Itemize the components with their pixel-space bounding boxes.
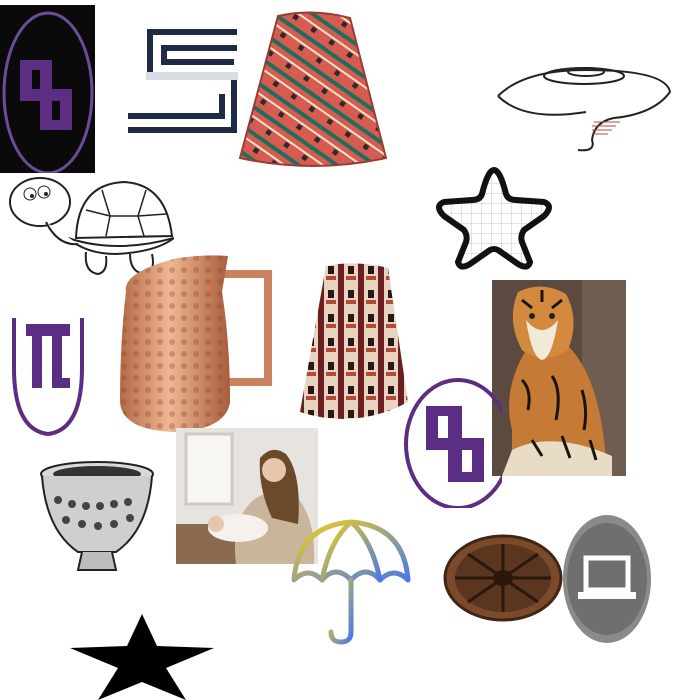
cartoon-turtle-sketch-icon <box>6 168 174 286</box>
rounded-grid-star-icon <box>432 164 556 272</box>
patterned-fabric-cap-photo <box>238 8 388 170</box>
black-star-icon <box>68 612 216 700</box>
tiger-photo <box>492 280 626 476</box>
ornate-metal-bowl-sketch-icon <box>38 460 156 578</box>
hammered-copper-pitcher-photo <box>118 252 274 434</box>
stylized-s-logo-icon <box>122 26 244 138</box>
mother-and-baby-photo <box>176 428 318 564</box>
swastika-oval-emblem-icon <box>0 5 95 173</box>
swastika-circle-emblem-icon <box>402 376 502 508</box>
umbrella-icon <box>290 510 412 646</box>
purple-emblem-icon <box>12 318 84 436</box>
patterned-fabric-cap-photo-2 <box>296 262 412 426</box>
wooden-wheel-photo <box>442 532 564 624</box>
whirlwind-tornado-sketch-icon <box>494 62 674 154</box>
laptop-icon <box>560 512 654 646</box>
